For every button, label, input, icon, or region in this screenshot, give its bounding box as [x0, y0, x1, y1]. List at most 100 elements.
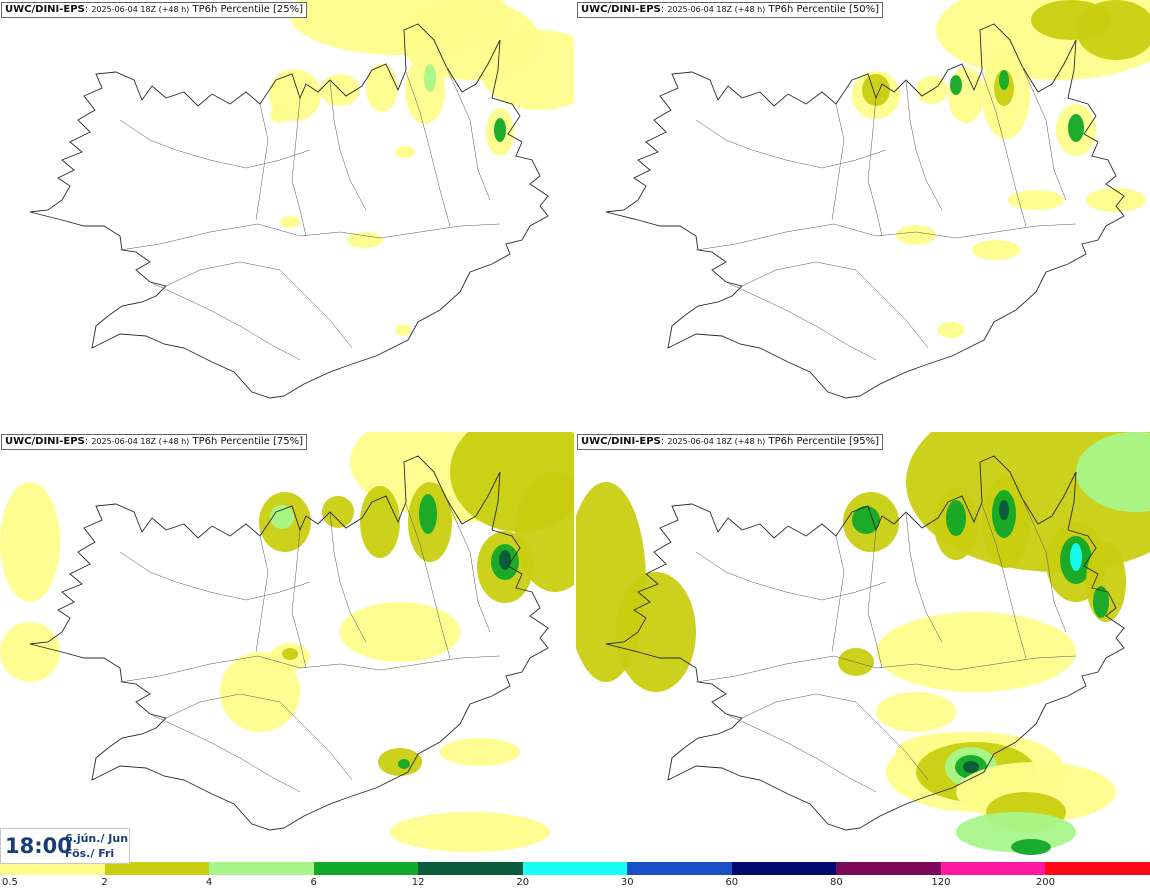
colorbar-tick-label: 0.5 — [2, 877, 18, 888]
precip-area — [1086, 188, 1146, 212]
precip-area — [220, 652, 300, 732]
precip-area — [1068, 114, 1084, 142]
precip-map-svg — [29, 0, 574, 399]
panel-source: UWC/DINI-EPS — [581, 436, 661, 447]
precip-area — [1076, 432, 1150, 512]
panel-source: UWC/DINI-EPS — [5, 436, 85, 447]
colorbar-segment — [940, 862, 1046, 875]
panel-divider — [574, 0, 576, 862]
road-line — [695, 119, 887, 169]
road-line — [741, 261, 929, 349]
panel-source: UWC/DINI-EPS — [5, 4, 85, 15]
road-line — [831, 103, 845, 221]
colorbar-tick-label: 30 — [620, 877, 634, 888]
precip-area — [270, 107, 290, 123]
precip-area — [0, 482, 60, 602]
road-line — [119, 551, 311, 601]
colorbar-segment — [104, 862, 210, 875]
coastline — [29, 23, 549, 399]
precip-area — [999, 70, 1009, 90]
precip-area — [480, 30, 574, 110]
colorbar-segment — [522, 862, 628, 875]
precip-area — [0, 622, 60, 682]
precip-map-svg — [576, 432, 1150, 855]
road-line — [119, 119, 311, 169]
colorbar-segment — [418, 862, 523, 875]
road-line — [149, 281, 301, 361]
title-separator: : — [660, 4, 668, 15]
road-line — [445, 497, 491, 633]
road-line — [1021, 497, 1067, 633]
map-panel-p50: UWC/DINI-EPS: 2025-06-04 18Z (+48 h) TP6… — [576, 0, 1150, 430]
precip-area — [862, 74, 890, 106]
road-line — [329, 79, 367, 211]
precip-area — [852, 506, 880, 534]
precip-area — [999, 500, 1009, 520]
precip-area — [948, 67, 984, 123]
colorbar-segment — [836, 862, 941, 875]
road-line — [405, 71, 451, 227]
panel-title: UWC/DINI-EPS: 2025-06-04 18Z (+48 h) TP6… — [577, 2, 884, 18]
road-line — [291, 529, 307, 669]
precip-area — [1011, 839, 1051, 855]
road-line — [725, 281, 877, 361]
precip-area — [390, 812, 550, 852]
panel-source: UWC/DINI-EPS — [581, 4, 661, 15]
precipitation-colorbar — [0, 862, 1150, 875]
precip-area — [419, 494, 437, 534]
precip-area — [963, 761, 979, 773]
precip-area — [347, 232, 383, 248]
colorbar-tick-label: 20 — [516, 877, 530, 888]
precip-area — [405, 56, 445, 124]
map-panel-p95: UWC/DINI-EPS: 2025-06-04 18Z (+48 h) TP6… — [576, 432, 1150, 862]
panel-title: UWC/DINI-EPS: 2025-06-04 18Z (+48 h) TP6… — [1, 2, 308, 18]
valid-time: 18:00 — [5, 834, 72, 858]
precip-area — [1093, 586, 1109, 618]
precip-area — [424, 64, 436, 92]
map-panel-p75: UWC/DINI-EPS: 2025-06-04 18Z (+48 h) TP6… — [0, 432, 574, 862]
title-separator: : — [660, 436, 668, 447]
precip-area — [937, 322, 965, 338]
colorbar-tick-label: 4 — [205, 877, 213, 888]
precip-area — [499, 550, 511, 570]
road-line — [867, 529, 883, 669]
precip-area — [440, 738, 520, 766]
road-line — [695, 551, 887, 601]
precip-area — [395, 146, 415, 158]
road-line — [255, 535, 269, 653]
precip-area — [398, 759, 410, 769]
title-separator: : — [84, 436, 92, 447]
precip-area — [280, 216, 300, 228]
road-line — [725, 713, 877, 793]
panel-title: UWC/DINI-EPS: 2025-06-04 18Z (+48 h) TP6… — [577, 434, 884, 450]
precip-area — [972, 240, 1020, 260]
colorbar-segment — [0, 862, 105, 875]
road-line — [149, 713, 301, 793]
panel-title: UWC/DINI-EPS: 2025-06-04 18Z (+48 h) TP6… — [1, 434, 308, 450]
valid-time-box: 18:00 6.jún./ Jun Fös./ Fri — [0, 828, 130, 864]
panel-run: 2025-06-04 18Z (+48 h) — [667, 5, 766, 14]
precip-area — [340, 602, 460, 662]
road-line — [329, 511, 367, 643]
precip-area — [1070, 543, 1082, 571]
road-line — [445, 65, 491, 201]
road-line — [255, 103, 269, 221]
colorbar-tick-label: 120 — [931, 877, 951, 888]
precip-area — [616, 572, 696, 692]
coastline — [29, 455, 549, 831]
road-line — [905, 79, 943, 211]
colorbar-tick-label: 80 — [829, 877, 843, 888]
precip-area — [494, 118, 506, 142]
road-line — [831, 535, 845, 653]
map-panel-p25: UWC/DINI-EPS: 2025-06-04 18Z (+48 h) TP6… — [0, 0, 574, 430]
precip-area — [360, 486, 400, 558]
panel-run: 2025-06-04 18Z (+48 h) — [91, 5, 190, 14]
colorbar-segment — [209, 862, 314, 875]
panel-run: 2025-06-04 18Z (+48 h) — [667, 437, 766, 446]
precip-field — [0, 432, 574, 852]
valid-date-line1: 6.jún./ Jun — [65, 832, 129, 845]
road-line — [905, 511, 943, 643]
panel-product: TP6h Percentile [95%] — [768, 436, 880, 447]
precip-area — [838, 648, 874, 676]
road-line — [741, 693, 929, 781]
